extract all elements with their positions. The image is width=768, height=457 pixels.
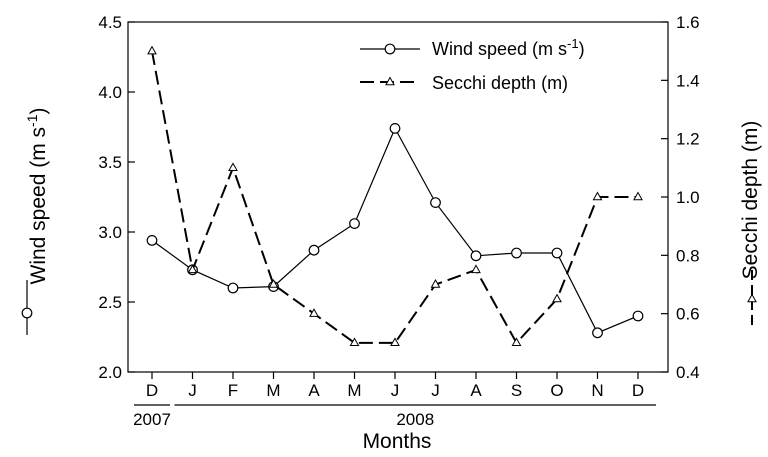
wind-speed-point — [227, 282, 239, 294]
plot-border — [127, 21, 669, 373]
wind-speed-point — [592, 327, 603, 339]
left-tick-label: 2.0 — [98, 363, 122, 382]
secchi-depth-point — [471, 264, 481, 274]
legend-label-wind-close: ) — [579, 39, 585, 59]
ticks: 2.0 2.5 3.0 3.5 4.0 4.5 0.4 0.6 0.8 1.0 1.2 1.4 1.6 D… — [98, 13, 699, 429]
right-tick-label: 0.6 — [676, 305, 700, 324]
right-glyph-marker — [747, 293, 757, 303]
x-tick-label: F — [228, 381, 238, 400]
x-tick-label: M — [266, 381, 280, 400]
x-axis-title: Months — [363, 430, 432, 453]
secchi-depth-point — [349, 337, 360, 347]
secchi-depth-point — [309, 308, 319, 317]
x-tick-label: A — [308, 381, 320, 400]
secchi-depth-line — [151, 50, 638, 345]
secchi-depth-point — [228, 162, 238, 172]
wind-speed-point — [308, 244, 320, 256]
left-tick-label: 4.5 — [98, 13, 122, 32]
wind-speed-line — [151, 127, 639, 334]
wind-speed-point — [511, 247, 522, 259]
secchi-depth-point — [390, 337, 400, 347]
wind-speed-point — [349, 218, 360, 230]
x-tick-label: J — [391, 381, 400, 400]
left-tick-label: 4.0 — [98, 83, 122, 102]
left-axis-title-sup: -1 — [24, 114, 40, 127]
wind-speed-point — [470, 250, 482, 262]
left-tick-label: 2.5 — [98, 293, 122, 312]
legend-label-wind-main: Wind speed (m s — [432, 39, 567, 59]
series-layer — [146, 45, 644, 347]
left-axis-title-close: ) — [27, 107, 50, 114]
secchi-depth-point — [268, 278, 279, 288]
wind-speed-point — [632, 310, 644, 322]
legend-label-wind: Wind speed (m s-1) — [432, 36, 585, 59]
wind-speed-point — [389, 122, 401, 134]
secchi-depth-point — [592, 191, 603, 201]
right-axis-series-glyph — [747, 270, 757, 330]
left-tick-label: 3.5 — [98, 153, 122, 172]
x-tick-label: N — [591, 381, 603, 400]
x-tick-label: A — [470, 381, 482, 400]
secchi-depth-point — [430, 278, 441, 288]
left-axis-title-main: Wind speed (m s — [27, 127, 50, 285]
legend-marker-secchi — [385, 76, 395, 86]
secchi-depth-point — [147, 45, 157, 55]
secchi-depth-point — [511, 337, 522, 347]
right-tick-label: 1.0 — [676, 188, 700, 207]
x-tick-label: J — [431, 381, 440, 400]
wind-speed-point — [551, 247, 563, 259]
left-glyph-marker — [21, 307, 33, 319]
x-tick-label: D — [632, 381, 644, 400]
x-tick-label: J — [188, 381, 197, 400]
year-group-label: 2008 — [396, 410, 434, 429]
right-tick-label: 0.4 — [676, 363, 700, 382]
legend-marker-wind — [384, 43, 396, 55]
legend-label-wind-sup: -1 — [567, 36, 579, 51]
left-tick-label: 3.0 — [98, 223, 122, 242]
plot-frame — [21, 21, 757, 373]
left-axis-series-glyph — [21, 280, 33, 335]
right-tick-label: 1.2 — [676, 130, 700, 149]
left-axis-title: Wind speed (m s-1) — [24, 107, 50, 284]
secchi-depth-point — [187, 264, 198, 274]
right-tick-label: 1.4 — [676, 71, 700, 90]
wind-speed-point — [430, 197, 441, 209]
secchi-depth-point — [633, 191, 643, 201]
x-tick-label: S — [511, 381, 522, 400]
right-tick-label: 1.6 — [676, 13, 700, 32]
x-tick-label: O — [550, 381, 563, 400]
x-tick-label: M — [347, 381, 361, 400]
wind-speed-point — [146, 234, 158, 246]
legend: Wind speed (m s-1) Secchi depth (m) — [360, 36, 585, 93]
right-tick-label: 0.8 — [676, 246, 700, 265]
legend-label-secchi: Secchi depth (m) — [432, 73, 568, 93]
secchi-depth-point — [552, 293, 562, 303]
left-axis-title-group: Wind speed (m s-1) — [24, 107, 50, 284]
year-group-label: 2007 — [133, 410, 171, 429]
x-tick-label: D — [146, 381, 158, 400]
right-axis-title: Secchi depth (m) — [739, 121, 762, 280]
